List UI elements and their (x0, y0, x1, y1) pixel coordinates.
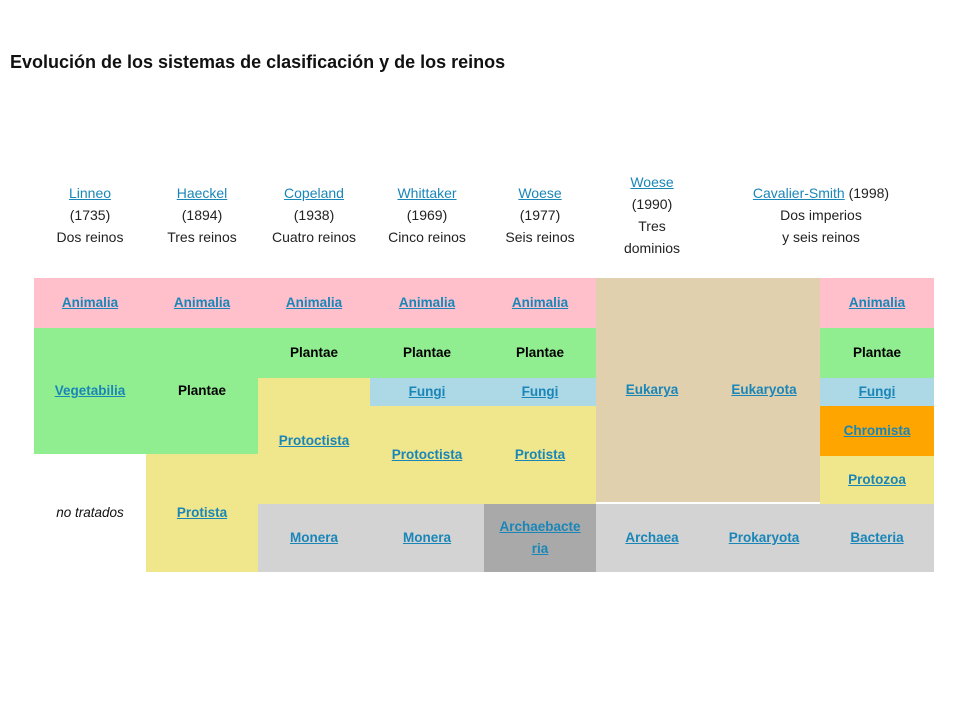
cell-monera-copeland: Monera (258, 504, 370, 572)
header-year: (1977) (519, 207, 561, 223)
header-woese-1990: Woese (1990) Tres dominios (596, 160, 708, 270)
header-whittaker: Whittaker (1969) Cinco reinos (370, 160, 484, 270)
cell-eukaryota: Eukaryota (708, 278, 820, 502)
cell-plantae-whittaker: Plantae (370, 328, 484, 378)
label-plantae: Plantae (515, 345, 565, 360)
cell-protozoa: Protozoa (820, 456, 934, 504)
header-year: (1969) (406, 207, 448, 223)
cell-plantae-copeland: Plantae (258, 328, 370, 378)
header-linneo: Linneo (1735) Dos reinos (34, 160, 146, 270)
label-archaebacteria-part2: ria (531, 541, 549, 556)
link-eukarya[interactable]: Eukarya (625, 382, 679, 397)
link-vegetabilia[interactable]: Vegetabilia (54, 383, 126, 398)
cell-animalia-linneo: Animalia (34, 278, 146, 328)
header-desc: dominios (623, 240, 681, 256)
label-plantae: Plantae (852, 345, 902, 360)
link-haeckel[interactable]: Haeckel (176, 185, 228, 201)
cell-chromista: Chromista (820, 406, 934, 456)
link-woese-1977[interactable]: Woese (518, 185, 562, 201)
cell-prokaryota: Prokaryota (708, 504, 820, 572)
cell-fungi-woese: Fungi (484, 378, 596, 406)
cell-animalia-cavalier: Animalia (820, 278, 934, 328)
link-bacteria[interactable]: Bacteria (850, 530, 904, 545)
link-linneo[interactable]: Linneo (68, 185, 112, 201)
header-desc: Dos imperios (780, 207, 862, 223)
header-year: (1938) (293, 207, 335, 223)
cell-protoctista-whittaker: Protoctista (370, 406, 484, 504)
label-archaebacteria-part1: Archaebacte (499, 519, 581, 534)
link-protozoa[interactable]: Protozoa (848, 472, 906, 487)
cell-archaebacteria: Archaebacte ria (484, 504, 596, 572)
cell-protista-woese: Protista (484, 406, 596, 504)
link-protista[interactable]: Protista (514, 447, 566, 462)
cell-animalia-woese: Animalia (484, 278, 596, 328)
header-desc: Seis reinos (505, 229, 575, 245)
header-cavalier-smith: Cavalier-Smith (1998) Dos imperios y sei… (708, 160, 934, 270)
link-animalia[interactable]: Animalia (848, 295, 906, 310)
header-haeckel: Haeckel (1894) Tres reinos (146, 160, 258, 270)
header-desc: Cinco reinos (388, 229, 466, 245)
link-protista[interactable]: Protista (176, 505, 228, 520)
link-animalia[interactable]: Animalia (61, 295, 119, 310)
cell-animalia-haeckel: Animalia (146, 278, 258, 328)
page-title: Evolución de los sistemas de clasificaci… (10, 52, 506, 72)
link-whittaker[interactable]: Whittaker (397, 185, 457, 201)
link-woese-1990[interactable]: Woese (630, 174, 674, 190)
label-plantae: Plantae (177, 383, 227, 398)
link-fungi[interactable]: Fungi (858, 384, 896, 399)
cell-protoctista-copeland: Protoctista (258, 378, 370, 504)
link-monera[interactable]: Monera (289, 530, 338, 545)
cell-plantae-woese: Plantae (484, 328, 596, 378)
link-animalia[interactable]: Animalia (173, 295, 231, 310)
cell-protista-haeckel: Protista (146, 454, 258, 572)
link-cavalier-smith[interactable]: Cavalier-Smith (752, 185, 845, 201)
cell-animalia-copeland: Animalia (258, 278, 370, 328)
header-desc: Tres (638, 218, 666, 234)
cell-fungi-whittaker: Fungi (370, 378, 484, 406)
link-protoctista[interactable]: Protoctista (278, 433, 350, 448)
link-archaebacteria[interactable]: Archaebacte ria (499, 516, 580, 560)
header-desc: Cuatro reinos (271, 229, 357, 245)
header-desc: y seis reinos (782, 229, 860, 245)
link-chromista[interactable]: Chromista (843, 423, 911, 438)
cell-eukarya: Eukarya (596, 278, 708, 502)
link-animalia[interactable]: Animalia (511, 295, 569, 310)
link-fungi[interactable]: Fungi (408, 384, 446, 399)
link-fungi[interactable]: Fungi (521, 384, 559, 399)
header-copeland: Copeland (1938) Cuatro reinos (258, 160, 370, 270)
link-animalia[interactable]: Animalia (285, 295, 343, 310)
header-woese-1977: Woese (1977) Seis reinos (484, 160, 596, 270)
link-archaea[interactable]: Archaea (625, 530, 679, 545)
cell-no-tratados: no tratados (34, 454, 146, 572)
link-protoctista[interactable]: Protoctista (391, 447, 463, 462)
cell-bacteria: Bacteria (820, 504, 934, 572)
header-desc: Tres reinos (167, 229, 237, 245)
header-desc: Dos reinos (56, 229, 124, 245)
link-prokaryota[interactable]: Prokaryota (728, 530, 800, 545)
cell-plantae-cavalier: Plantae (820, 328, 934, 378)
label-plantae: Plantae (289, 345, 339, 360)
cell-plantae-haeckel: Plantae (146, 328, 258, 454)
cell-monera-whittaker: Monera (370, 504, 484, 572)
cell-animalia-whittaker: Animalia (370, 278, 484, 328)
link-copeland[interactable]: Copeland (284, 185, 344, 201)
link-eukaryota[interactable]: Eukaryota (731, 382, 797, 397)
header-year: (1894) (181, 207, 223, 223)
cell-vegetabilia: Vegetabilia (34, 328, 146, 454)
link-animalia[interactable]: Animalia (398, 295, 456, 310)
header-year: (1998) (848, 185, 890, 201)
label-no-tratados: no tratados (56, 505, 124, 520)
cell-fungi-cavalier: Fungi (820, 378, 934, 406)
cell-archaea: Archaea (596, 504, 708, 572)
header-year: (1990) (631, 196, 673, 212)
header-year: (1735) (69, 207, 111, 223)
link-monera[interactable]: Monera (402, 530, 451, 545)
label-plantae: Plantae (402, 345, 452, 360)
